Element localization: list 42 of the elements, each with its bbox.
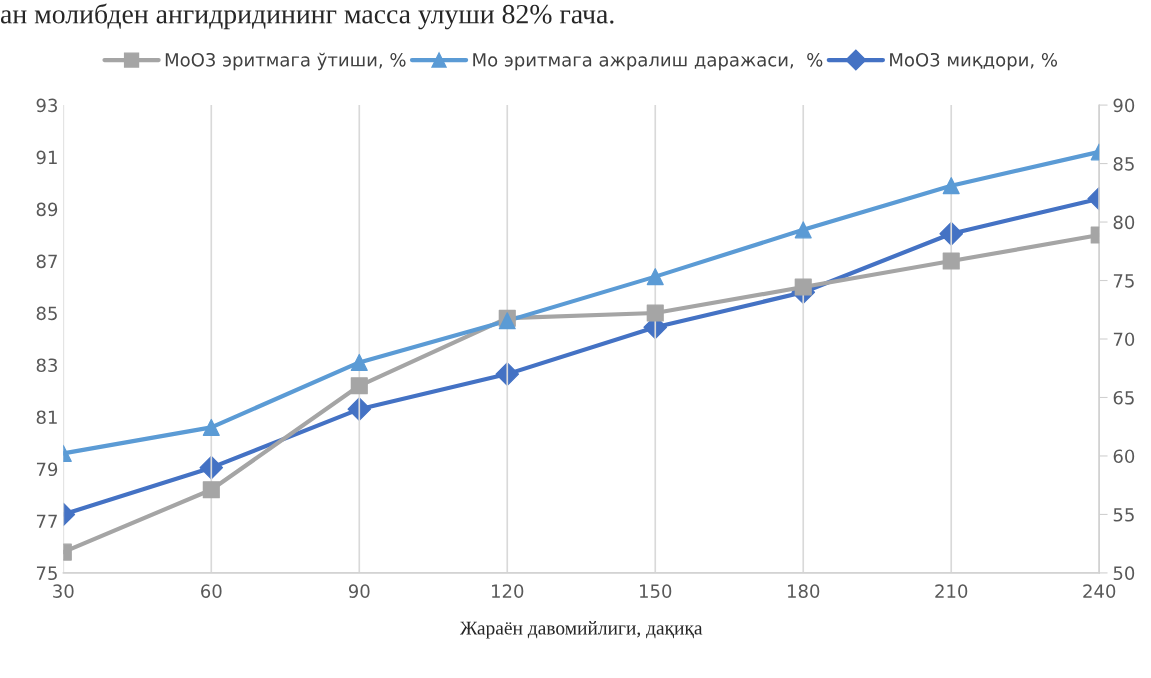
y-tick-label: 89: [36, 202, 58, 217]
y-tick-label: 81: [36, 410, 57, 425]
text: ан молибден ангидридининг масса улуши 82% гача.: [0, 3, 614, 30]
y2-tick-label: 90: [1113, 98, 1135, 113]
y-tick-label: 85: [36, 306, 57, 321]
y2-tick-label: 55: [1113, 508, 1134, 522]
x-tick-label: 180: [787, 584, 820, 598]
legend-label: Мо эритмага ажралиш даражаси, %: [473, 52, 823, 71]
y-tick-label: 77: [36, 514, 57, 528]
x-tick-label: 90: [348, 584, 370, 598]
x-tick-label: 210: [935, 584, 968, 598]
y-tick-label: 93: [36, 98, 57, 113]
legend-label: МоО3 эритмага ўтиши, %: [165, 52, 406, 71]
x-axis-title: Жараён давомийлиги, дақиқа: [459, 621, 703, 639]
point: [794, 278, 812, 296]
y2-tick-label: 60: [1113, 449, 1135, 464]
x-tick-label: 30: [53, 584, 74, 598]
y2-tick-label: 80: [1113, 215, 1135, 230]
point: [942, 177, 960, 195]
x-tick-label: 120: [492, 584, 524, 598]
y2-tick-label: 70: [1113, 332, 1135, 347]
legend-label: МоО3 миқдори, %: [890, 52, 1058, 71]
point: [942, 252, 960, 270]
point: [646, 304, 664, 322]
point: [350, 377, 368, 395]
point: [202, 481, 220, 499]
x-tick-label: 150: [640, 584, 672, 598]
y2-tick-label: 75: [1113, 274, 1134, 288]
point: [794, 221, 812, 239]
y-tick-label: 75: [36, 566, 57, 581]
x-tick-label: 240: [1083, 584, 1116, 598]
y2-tick-label: 85: [1113, 157, 1134, 171]
y-tick-label: 83: [36, 358, 57, 373]
x-tick-label: 60: [201, 584, 222, 598]
y-tick-label: 79: [36, 462, 58, 477]
point: [202, 418, 220, 436]
y-tick-label: 91: [36, 150, 57, 165]
y-tick-label: 87: [36, 254, 57, 269]
point: [350, 353, 368, 371]
y2-tick-label: 65: [1113, 390, 1134, 405]
y2-tick-label: 50: [1113, 566, 1135, 581]
point: [646, 268, 664, 286]
